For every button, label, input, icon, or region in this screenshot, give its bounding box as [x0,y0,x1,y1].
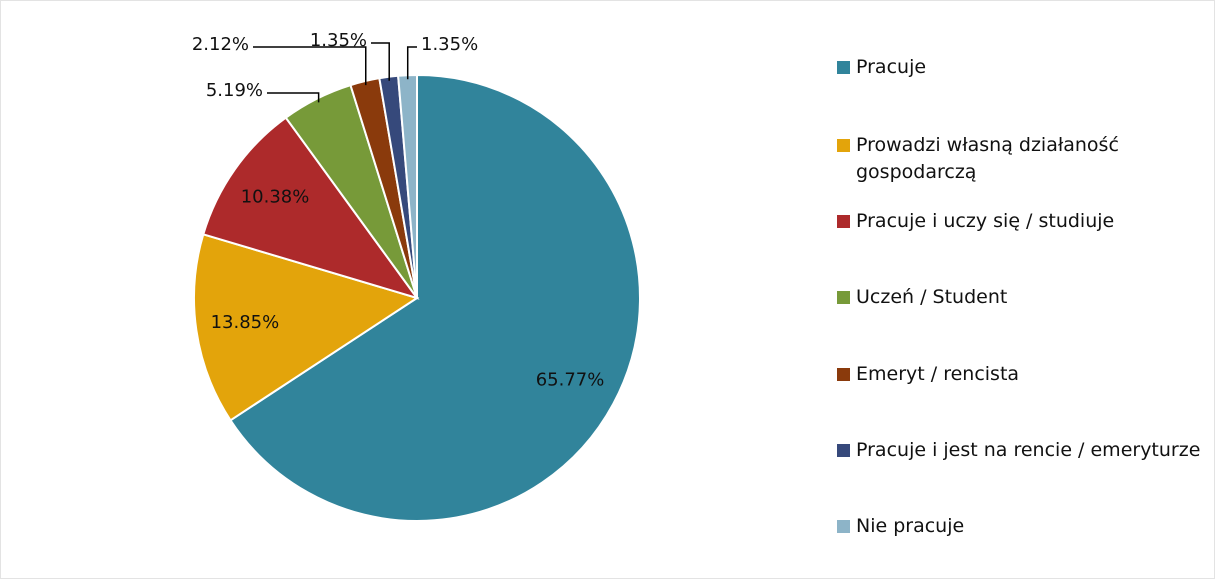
data-label: 2.12% [192,34,249,55]
legend-label: Prowadzi własną działaność gospodarczą [856,134,1119,183]
legend-label: Uczeń / Student [856,286,1008,308]
data-label: 10.38% [241,187,310,208]
legend-item: Nie pracuje [837,513,1207,540]
legend-item: Prowadzi własną działaność gospodarczą [837,132,1207,186]
legend-item: Emeryt / rencista [837,361,1207,388]
leader-line [267,92,320,103]
data-label: 1.35% [421,34,478,55]
legend-swatch [837,139,850,152]
legend-swatch [837,368,850,381]
legend-swatch [837,444,850,457]
legend-item: Pracuje [837,54,1207,81]
leader-line [253,46,367,86]
legend-item: Uczeń / Student [837,284,1207,311]
legend-label: Nie pracuje [856,515,965,537]
legend-swatch [837,215,850,228]
legend-swatch [837,291,850,304]
data-label: 65.77% [536,370,605,391]
legend-item: Pracuje i jest na rencie / emeryturze [837,437,1207,464]
leader-line [406,46,417,80]
data-label: 13.85% [211,312,280,333]
legend-label: Pracuje i jest na rencie / emeryturze [856,439,1201,461]
data-label: 5.19% [206,80,263,101]
legend-swatch [837,520,850,533]
pie-slice [193,233,420,422]
leader-line [371,42,390,81]
pie-slice [202,116,420,300]
legend-label: Pracuje i uczy się / studiuje [856,210,1115,232]
data-label: 1.35% [310,30,367,51]
pie-slice [229,73,641,522]
legend-label: Emeryt / rencista [856,363,1020,385]
legend-swatch [837,61,850,74]
legend-label: Pracuje [856,56,927,78]
legend-item: Pracuje i uczy się / studiuje [837,208,1207,235]
